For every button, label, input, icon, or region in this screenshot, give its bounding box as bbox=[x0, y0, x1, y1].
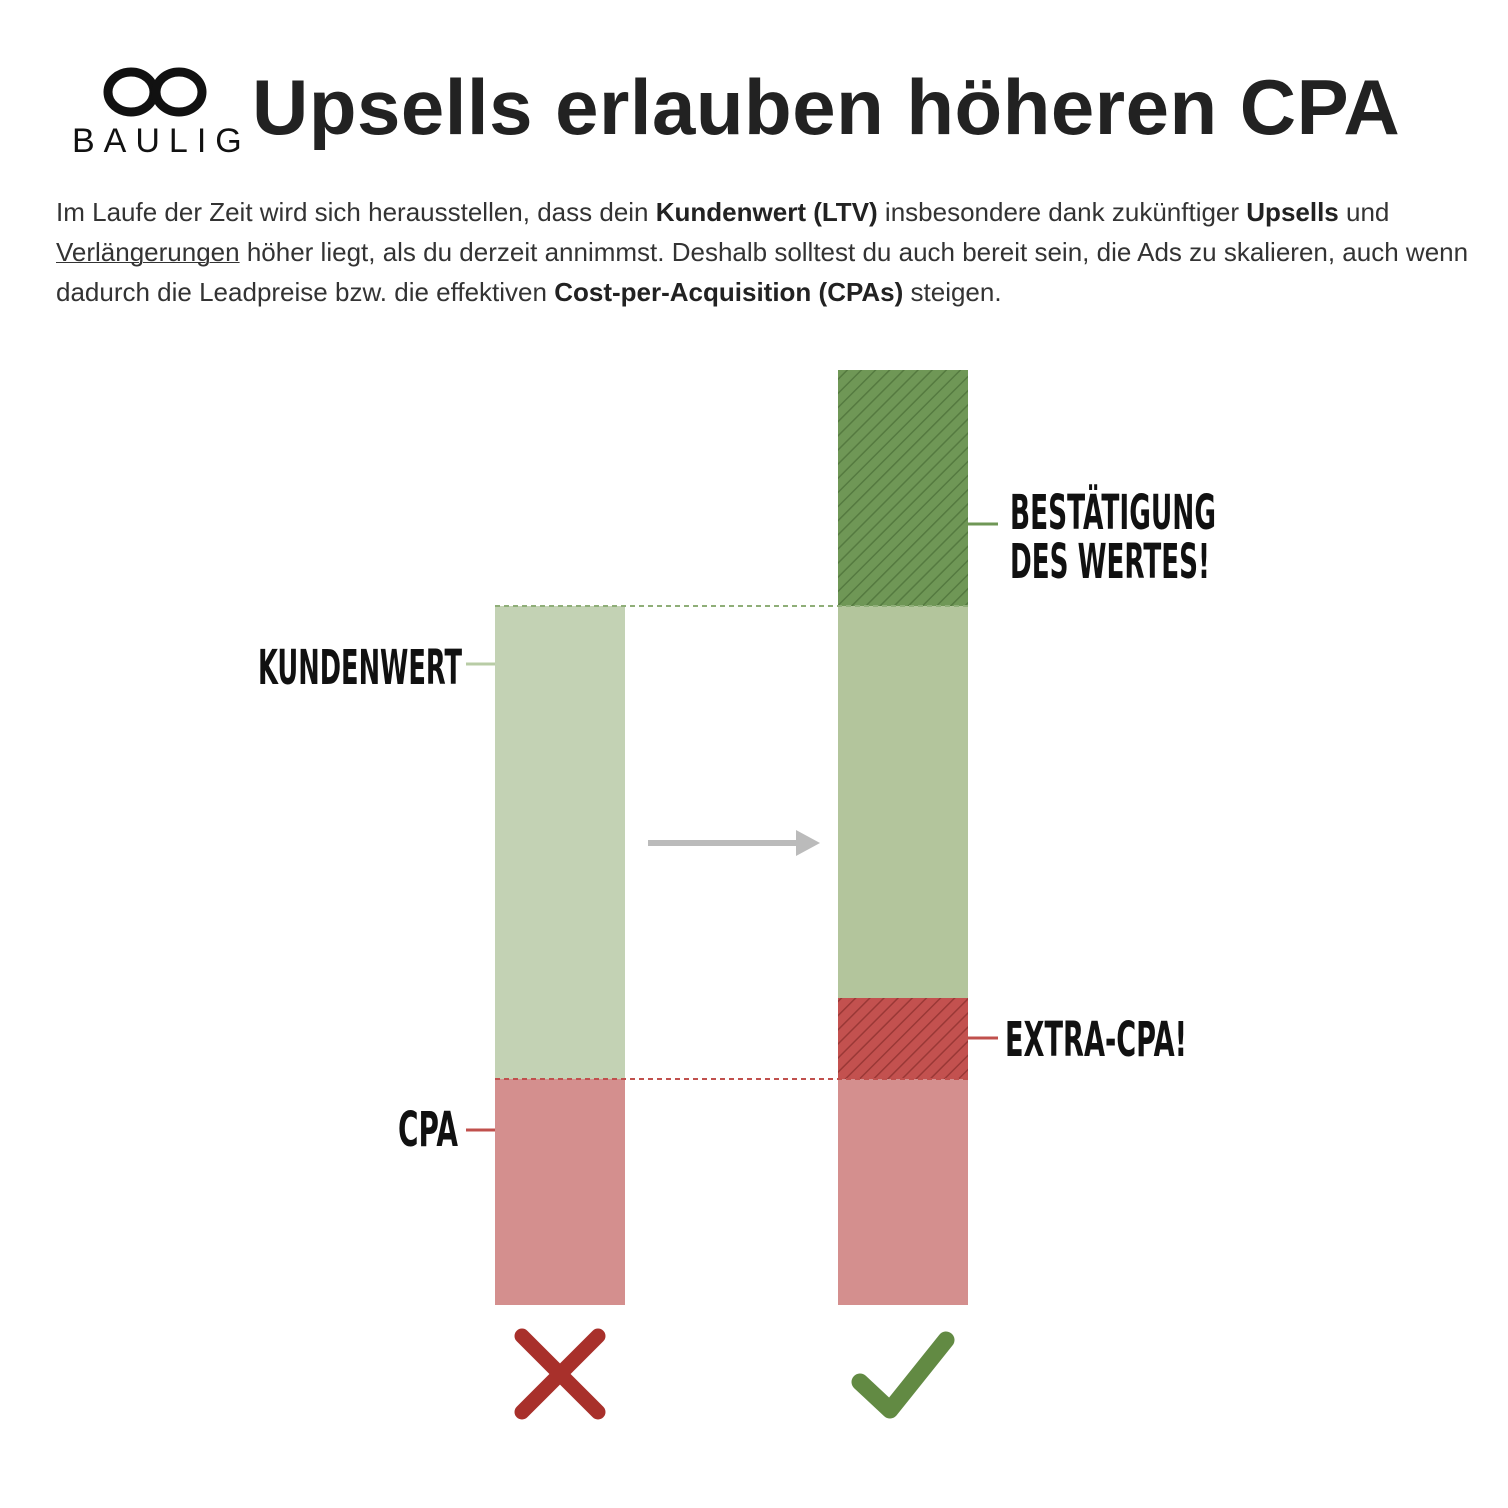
cross-icon bbox=[514, 1328, 606, 1420]
bar-segment bbox=[838, 1079, 968, 1305]
logo-text: BAULIG bbox=[72, 122, 251, 160]
bar-segment bbox=[838, 606, 968, 998]
text-run: Upsells bbox=[1246, 197, 1339, 227]
label: BESTÄTIGUNG bbox=[1010, 484, 1216, 541]
bar-segment bbox=[838, 370, 968, 606]
label: EXTRA-CPA! bbox=[1005, 1012, 1187, 1068]
bar-segment bbox=[495, 1079, 625, 1305]
label: KUNDENWERT bbox=[258, 640, 462, 696]
label: CPA bbox=[398, 1102, 458, 1158]
text-run: steigen. bbox=[903, 277, 1002, 307]
text-run: höher liegt, als du derzeit annimmst. De… bbox=[56, 237, 1469, 307]
text-run: und bbox=[1338, 197, 1390, 227]
logo-icon bbox=[103, 67, 207, 117]
check-icon bbox=[851, 1331, 955, 1419]
title: Upsells erlauben höheren CPA bbox=[252, 63, 1401, 151]
label: DES WERTES! bbox=[1010, 534, 1210, 590]
bar-segment bbox=[495, 606, 625, 1079]
text-run: Im Laufe der Zeit wird sich herausstelle… bbox=[56, 197, 656, 227]
paragraph: Im Laufe der Zeit wird sich herausstelle… bbox=[56, 192, 1496, 312]
bar-segment bbox=[838, 998, 968, 1079]
text-run: Cost-per-Acquisition (CPAs) bbox=[554, 277, 904, 307]
text-run: insbesondere dank zukünftiger bbox=[877, 197, 1247, 227]
arrow bbox=[648, 830, 820, 856]
text-run: Kundenwert (LTV) bbox=[655, 197, 878, 227]
text-run: Verlängerungen bbox=[56, 237, 240, 267]
